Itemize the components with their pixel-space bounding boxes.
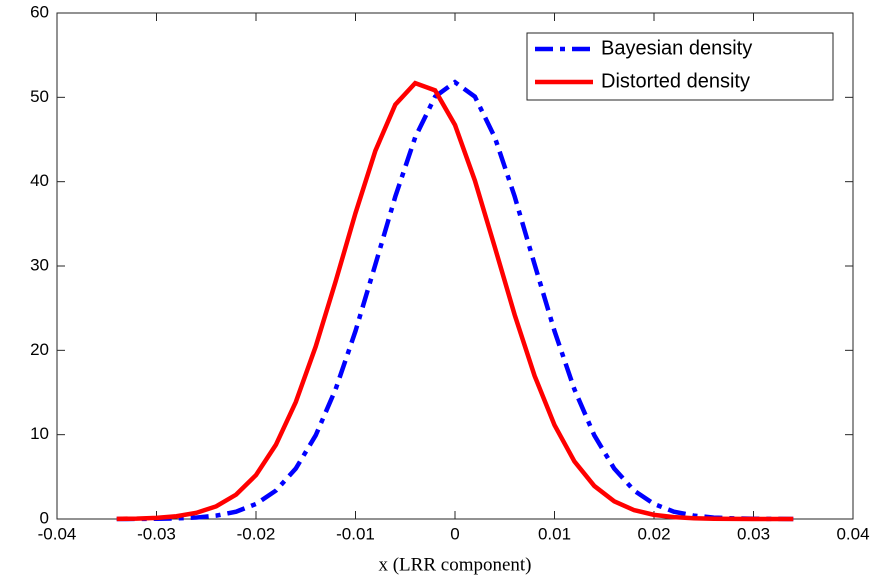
y-tick-label: 30	[30, 255, 49, 274]
legend-label: Distorted density	[601, 70, 750, 92]
y-tick-label: 50	[30, 87, 49, 106]
x-tick-label: 0	[450, 524, 459, 543]
y-tick-label: 60	[30, 2, 49, 21]
legend-box	[526, 32, 834, 101]
y-tick-label: 0	[40, 508, 49, 527]
x-tick-label: 0.01	[538, 524, 571, 543]
x-tick-label: 0.04	[836, 524, 869, 543]
y-tick-label: 20	[30, 340, 49, 359]
line	[116, 79, 794, 522]
x-tick-label: 0.02	[637, 524, 670, 543]
x-axis-label: x (LRR component)	[378, 554, 531, 575]
y-tick-label: 40	[30, 171, 49, 190]
y-tick-label: 10	[30, 424, 49, 443]
x-tick-label: -0.02	[237, 524, 276, 543]
line	[116, 80, 794, 522]
x-tick-label: -0.01	[336, 524, 375, 543]
x-tick-label: 0.03	[737, 524, 770, 543]
x-tick-label: -0.04	[38, 524, 77, 543]
x-tick-label: -0.03	[137, 524, 176, 543]
legend-label: Bayesian density	[601, 37, 752, 59]
